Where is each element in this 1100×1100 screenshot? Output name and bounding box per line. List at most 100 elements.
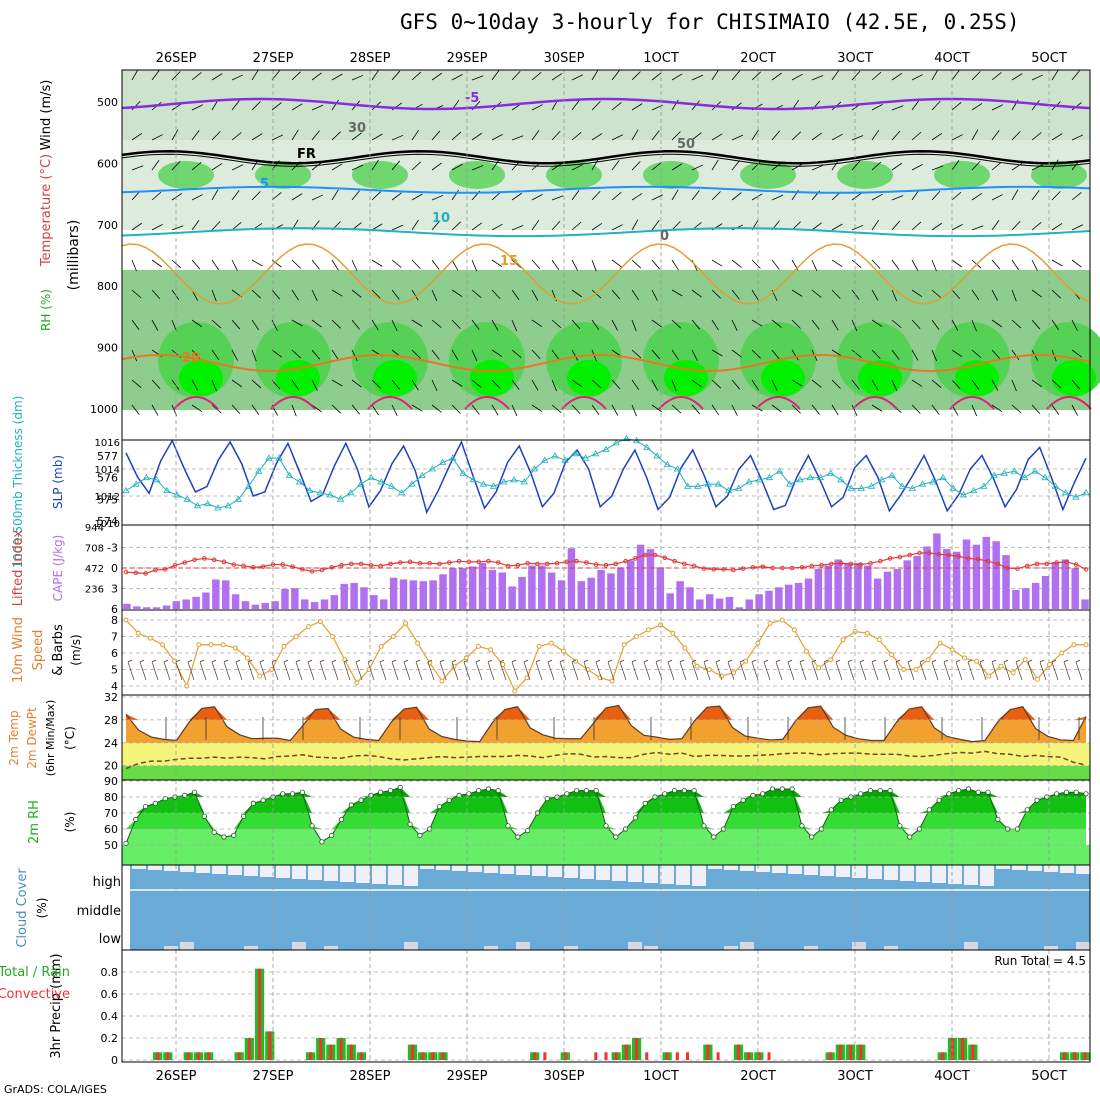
wind-barb-flag xyxy=(823,659,829,663)
rh-marker xyxy=(231,832,237,839)
wind-barb xyxy=(871,289,879,301)
wind-barb xyxy=(351,404,361,415)
wind-barb-flag xyxy=(559,659,565,663)
wind-barb-10m xyxy=(595,661,603,681)
li-marker xyxy=(956,554,961,559)
temp-contour-minus5 xyxy=(121,97,1091,111)
cape-bar xyxy=(952,551,961,609)
top-date-label: 28SEP xyxy=(350,51,391,66)
low-cloud-bar xyxy=(244,946,258,950)
rh-marker xyxy=(799,823,805,829)
wind-barb xyxy=(351,289,362,298)
y-tick-label: 4 xyxy=(111,680,118,693)
wind-barb xyxy=(711,404,720,416)
wind-barb xyxy=(131,379,142,389)
wind-barb xyxy=(771,72,782,81)
cape-bar xyxy=(419,581,428,609)
rh-marker xyxy=(495,787,501,794)
precip-convective-bar xyxy=(665,1052,669,1060)
wind-barb xyxy=(171,289,180,301)
wind-barb-10m xyxy=(1003,661,1011,681)
wind-barb-flag xyxy=(547,659,553,663)
wind-barb xyxy=(791,73,803,81)
wind10m-panel: 4 5 6 7 8 10m Wind Speed & Barbs (m/s) xyxy=(11,609,1091,696)
wind-barb-10m xyxy=(1075,661,1083,681)
wind-barb-10m xyxy=(199,661,207,681)
rh-saturated-patch xyxy=(373,360,417,396)
high-clear-bar xyxy=(308,865,322,880)
high-clear-bar xyxy=(356,865,370,883)
wind-barb xyxy=(611,70,620,81)
cape-bar xyxy=(360,587,368,609)
wind-barb xyxy=(591,289,602,299)
rh-area-band xyxy=(126,787,1086,797)
wind-barb xyxy=(611,319,618,331)
rh-marker xyxy=(162,795,168,802)
wind-barb xyxy=(251,404,260,416)
thickness-marker xyxy=(255,467,263,474)
wind-speed-marker xyxy=(548,640,554,646)
wind-barb xyxy=(931,222,943,231)
wind-barb xyxy=(991,289,998,301)
precip-convective-bar xyxy=(594,1052,598,1060)
wind-barb-10m xyxy=(247,661,255,681)
y-tick-label: 6 xyxy=(111,603,118,616)
cloud-cover-panel: high middle low Cloud Cover (%) xyxy=(15,864,1091,951)
wind-barb-flag xyxy=(1063,659,1069,663)
wind-barb xyxy=(211,289,217,302)
rh-marker xyxy=(730,803,736,810)
wind-barb-10m xyxy=(1063,661,1071,681)
wind-barb xyxy=(771,379,778,391)
wind-barb xyxy=(631,259,642,269)
high-clear-bar xyxy=(452,865,466,871)
wind-barb xyxy=(971,319,977,332)
li-marker xyxy=(574,558,579,564)
temp-contour-freezing-2 xyxy=(121,153,1091,167)
wind-speed-marker xyxy=(220,642,226,648)
li-marker xyxy=(476,559,481,565)
cloud-level-label: low xyxy=(99,932,122,947)
thickness-marker xyxy=(387,482,396,489)
rh-marker xyxy=(378,789,384,795)
wind-speed-marker xyxy=(706,667,712,672)
contour-label: 30 xyxy=(348,121,366,136)
rh-marker xyxy=(417,832,423,839)
wind-barb-flag xyxy=(499,659,505,663)
high-clear-bar xyxy=(1060,865,1074,873)
wind-barb xyxy=(131,69,139,81)
wind-speed-marker xyxy=(876,637,882,643)
wind-barb xyxy=(1031,289,1042,298)
wind-barb xyxy=(251,289,262,299)
wind-barb xyxy=(151,404,159,416)
thickness-marker xyxy=(581,454,590,461)
thickness-marker xyxy=(939,473,947,481)
cape-bar xyxy=(903,560,912,609)
thickness-marker xyxy=(673,465,682,472)
wind-barb xyxy=(431,72,443,81)
low-cloud-bar xyxy=(564,946,578,950)
wind-barb xyxy=(231,319,241,330)
high-clear-bar xyxy=(148,865,162,870)
wind-barb xyxy=(631,193,643,201)
wind-barb xyxy=(911,259,919,271)
wind-barb xyxy=(291,259,301,269)
wind-barb xyxy=(991,349,1001,360)
precip-convective-bar xyxy=(533,1052,537,1060)
cape-tick-label: 708 xyxy=(85,544,104,555)
wind-barb xyxy=(831,259,843,267)
rh-high-patch xyxy=(158,161,214,189)
wind-barb xyxy=(831,319,839,331)
wind-barb xyxy=(651,379,658,391)
cape-bar xyxy=(459,568,467,609)
li-marker xyxy=(682,561,687,567)
thickness-marker xyxy=(1031,467,1039,474)
wind-barb xyxy=(591,133,603,141)
cape-bar xyxy=(1012,589,1020,609)
cape-bar xyxy=(735,607,744,609)
thickness-marker xyxy=(704,480,712,487)
wind-barb xyxy=(851,319,858,332)
run-total-box xyxy=(962,952,1088,968)
wind-barb xyxy=(191,72,202,81)
li-marker xyxy=(995,561,1001,567)
